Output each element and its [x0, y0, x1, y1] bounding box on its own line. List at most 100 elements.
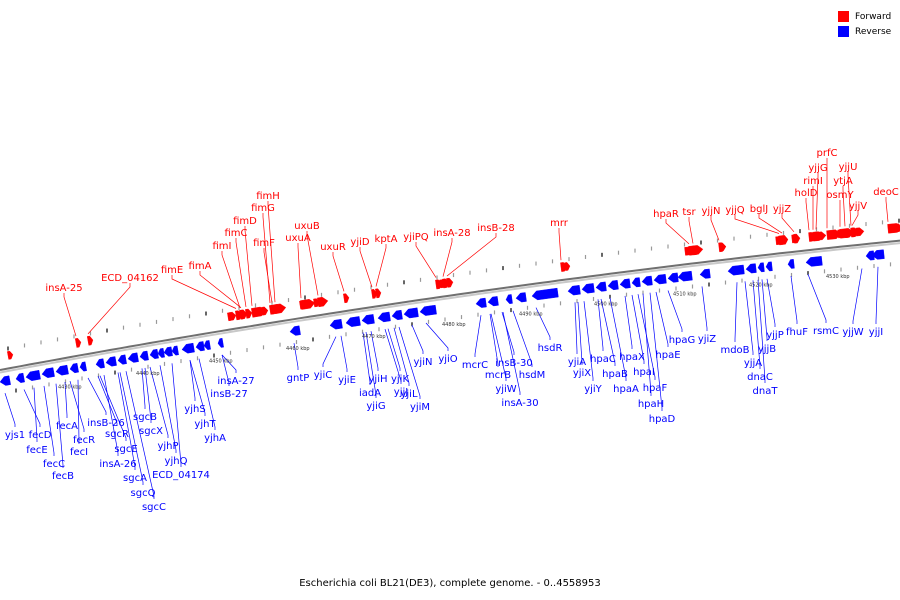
reverse-gene-leader	[655, 291, 669, 347]
reverse-gene-label: mcrC	[462, 360, 488, 371]
reverse-gene-arrow	[41, 367, 55, 378]
reverse-gene-arrow	[619, 278, 631, 289]
forward-gene-fimg	[269, 304, 277, 315]
forward-gene-arrow	[299, 300, 307, 310]
reverse-gene-leader	[766, 278, 776, 327]
forward-gene-label: fimC	[224, 228, 247, 239]
reverse-gene-arrow	[69, 363, 79, 374]
forward-gene-ecd-04162	[86, 335, 94, 346]
forward-gene-label: yjjU	[839, 162, 858, 173]
reverse-gene-leader	[340, 335, 348, 372]
reverse-gene-leader	[577, 301, 583, 365]
axis-tick-label: 4450 kbp	[209, 358, 233, 364]
reverse-gene-arrow	[765, 261, 773, 272]
reverse-gene-leader	[97, 375, 118, 426]
genome-caption: Escherichia coli BL21(DE3), complete gen…	[299, 578, 601, 589]
forward-gene-arrow	[817, 231, 827, 241]
reverse-gene-arrow	[567, 285, 581, 296]
reverse-gene-leader	[159, 365, 177, 453]
reverse-gene-label: fecR	[73, 435, 95, 446]
reverse-gene-label: insB-30	[495, 358, 533, 369]
reverse-gene-leader	[535, 307, 551, 340]
reverse-gene-leader	[43, 385, 55, 456]
reverse-gene-label: yjiO	[438, 354, 457, 365]
forward-gene-leaders	[63, 158, 889, 337]
reverse-gene-leader	[425, 322, 449, 351]
forward-gene-leader	[851, 211, 859, 226]
reverse-gene-label: sgcE	[114, 444, 137, 455]
legend-reverse-label: Reverse	[855, 26, 892, 37]
forward-gene-leader	[332, 252, 345, 292]
reverse-gene-arrow	[139, 350, 149, 361]
reverse-gene-label: dnaC	[747, 372, 773, 383]
reverse-gene-label: yjiA	[568, 357, 586, 368]
reverse-gene-arrow	[171, 345, 179, 356]
forward-gene-arrow	[313, 298, 321, 308]
forward-gene-tsr	[692, 245, 700, 256]
forward-gene-label: fimE	[161, 265, 183, 276]
forward-gene-leader	[885, 197, 889, 222]
reverse-gene-label: yjiG	[366, 401, 385, 412]
reverse-gene-leader	[807, 274, 827, 323]
reverse-gene-leader	[189, 360, 196, 401]
forward-gene-leader	[359, 247, 373, 288]
reverse-gene-arrow	[607, 280, 619, 291]
reverse-gene-arrow	[699, 268, 711, 279]
forward-gene-label: holD	[795, 188, 818, 199]
forward-gene-insb-28	[446, 277, 454, 288]
reverse-gene-arrow	[805, 256, 823, 267]
reverse-gene-leader	[221, 354, 237, 373]
forward-gene-label: yjjG	[808, 163, 827, 174]
forward-gene-leader	[446, 233, 497, 277]
reverse-gene-arrow	[865, 250, 875, 261]
forward-gene-label: uxuR	[320, 242, 346, 253]
forward-gene-fimh	[274, 304, 282, 314]
legend-forward-swatch	[838, 11, 849, 22]
reverse-gene-label: yjiM	[410, 402, 430, 413]
forward-gene-label: yjjV	[849, 201, 867, 212]
reverse-gene-label: yjs1	[5, 430, 25, 441]
forward-gene-label: fimA	[189, 261, 212, 272]
reverse-gene-label: hpaB	[602, 369, 628, 380]
forward-gene-label: ytjA	[833, 176, 853, 187]
reverse-gene-leader	[387, 328, 401, 371]
reverse-gene-label: fecD	[29, 430, 52, 441]
forward-gene-label: mrr	[550, 218, 569, 229]
genome-backbone	[0, 239, 900, 371]
reverse-gene-label: yjjB	[758, 344, 776, 355]
reverse-gene-leader	[144, 367, 152, 423]
reverse-gene-arrow	[15, 372, 25, 383]
forward-gene-arrow	[564, 262, 571, 271]
forward-gene-label: rimI	[803, 176, 823, 187]
forward-gene-label: prfC	[817, 148, 838, 159]
reverse-gene-arrow	[403, 307, 419, 319]
reverse-gene-label: sgcB	[133, 412, 157, 423]
reverse-gene-leader	[384, 328, 402, 384]
forward-gene-leader	[665, 219, 690, 245]
forward-gene-uxub	[317, 296, 329, 308]
reverse-gene-label: dnaT	[753, 386, 779, 397]
reverse-gene-arrow	[677, 270, 693, 282]
reverse-gene-label: yjiK	[391, 374, 409, 385]
reverse-gene-label: mdoB	[720, 345, 749, 356]
reverse-gene-leader	[490, 313, 507, 381]
forward-gene-leader	[781, 214, 795, 233]
forward-gene-leader	[63, 293, 77, 337]
forward-gene-leader	[262, 213, 271, 304]
reverse-gene-label: hsdM	[519, 370, 546, 381]
forward-gene-label: insB-28	[477, 223, 515, 234]
reverse-gene-arrow	[871, 249, 885, 260]
reverse-gene-label: yjiZ	[698, 334, 716, 345]
reverse-gene-arrow	[149, 348, 159, 359]
forward-gene-label: insA-28	[433, 228, 470, 239]
forward-gene-leader	[244, 226, 253, 306]
reverse-gene-label: insB-27	[210, 389, 248, 400]
reverse-gene-label: insA-30	[501, 398, 538, 409]
forward-gene-leader	[306, 231, 319, 296]
forward-gene-leader	[199, 271, 242, 308]
reverse-gene-label: yjiN	[414, 357, 433, 368]
reverse-gene-arrow	[787, 259, 795, 269]
reverse-gene-arrow	[631, 277, 641, 288]
axis-tick-label: 4440 kbp	[136, 371, 160, 377]
